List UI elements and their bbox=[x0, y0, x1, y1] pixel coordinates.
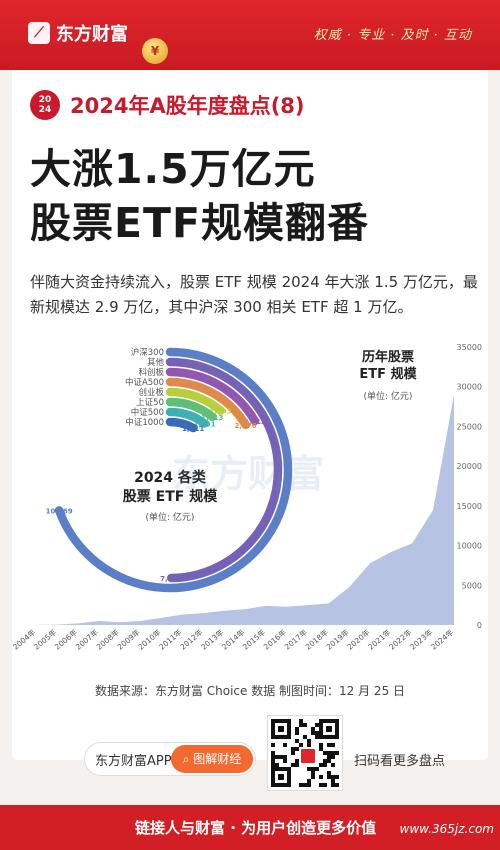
radial-category-label: 其他 bbox=[147, 357, 165, 368]
header-banner: ⟋ 东方财富 权威 · 专业 · 及时 · 互动 ¥ bbox=[0, 0, 500, 70]
radial-category-label: 沪深300 bbox=[131, 347, 164, 358]
qr-finder-mark bbox=[271, 767, 291, 787]
y-tick-label: 20000 bbox=[457, 462, 482, 471]
radial-value-label: 1,613 bbox=[201, 414, 223, 422]
radial-bar bbox=[165, 357, 283, 583]
brand-name: 东方财富 bbox=[56, 24, 128, 45]
search-icon: ⌕ bbox=[182, 752, 194, 766]
radial-chart-title: 2024 各类股票 ETF 规模 bbox=[123, 469, 218, 505]
area-chart-unit: (单位: 亿元) bbox=[364, 390, 413, 402]
chart-svg: 350003000025000200001500010000500002004年… bbox=[10, 343, 482, 652]
qr-logo-icon bbox=[299, 747, 317, 765]
qr-finder-mark bbox=[271, 719, 291, 739]
app-name: 东方财富APP bbox=[95, 753, 172, 769]
headline: 大涨1.5万亿元 股票ETF规模翻番 bbox=[30, 142, 369, 250]
y-tick-label: 10000 bbox=[457, 542, 482, 551]
radial-bar bbox=[165, 387, 225, 415]
radial-bar bbox=[165, 377, 250, 430]
y-tick-label: 15000 bbox=[457, 502, 482, 511]
brand-mark-icon: ⟋ bbox=[28, 22, 50, 44]
radial-value-label: 1,211 bbox=[182, 425, 204, 433]
area-series bbox=[36, 394, 454, 625]
y-tick-label: 0 bbox=[477, 621, 482, 630]
radial-bar-chart: 沪深300 10,469 其他 7,510 科创板 2,512 中证A500 2,476 创业板… bbox=[46, 347, 293, 593]
radial-category-label: 上证50 bbox=[136, 398, 164, 408]
radial-category-label: 中证A500 bbox=[125, 377, 164, 388]
radial-bar bbox=[165, 417, 198, 433]
watermark: 东方财富 bbox=[172, 452, 325, 496]
radial-category-label: 创业板 bbox=[138, 387, 164, 398]
y-tick-label: 30000 bbox=[457, 383, 482, 392]
radial-bar bbox=[165, 407, 209, 428]
qr-code[interactable] bbox=[268, 716, 342, 790]
brand-logo: ⟋ 东方财富 bbox=[28, 20, 128, 46]
graphic-finance-label: 图解财经 bbox=[193, 752, 242, 766]
slogan: 权威 · 专业 · 及时 · 互动 bbox=[313, 28, 472, 43]
radial-bar bbox=[165, 397, 217, 422]
radial-category-label: 中证1000 bbox=[125, 417, 164, 428]
graphic-finance-button[interactable]: ⌕ 图解财经 bbox=[171, 745, 253, 773]
year-badge-top: 20 bbox=[38, 95, 52, 105]
y-tick-label: 5000 bbox=[462, 581, 482, 590]
qr-finder-mark bbox=[319, 719, 339, 739]
radial-value-label: 2,476 bbox=[234, 422, 256, 430]
headline-line-2: 股票ETF规模翻番 bbox=[30, 199, 369, 247]
y-tick-label: 25000 bbox=[457, 422, 482, 431]
radial-bar bbox=[165, 367, 260, 426]
site-watermark: www.365jz.com bbox=[399, 822, 494, 836]
radial-value-label: 1,531 bbox=[193, 420, 215, 428]
radial-chart-unit: (单位: 亿元) bbox=[146, 511, 195, 523]
footer-banner: 链接人与财富 · 为用户创造更多价值 bbox=[0, 805, 500, 850]
scan-hint: 扫码看更多盘点 bbox=[354, 754, 446, 769]
intro-text: 伴随大资金持续流入，股票 ETF 规模 2024 年大涨 1.5 万亿元，最新规… bbox=[30, 273, 478, 316]
area-chart-title: 历年股票 ETF 规模 bbox=[359, 349, 417, 382]
year-badge: 20 24 bbox=[30, 90, 60, 120]
app-promo[interactable]: 东方财富APP ⌕ 图解财经 bbox=[84, 742, 256, 776]
radial-category-label: 科创板 bbox=[138, 367, 164, 378]
source-note: 数据来源：东方财富 Choice 数据 制图时间：12 月 25 日 bbox=[94, 684, 406, 698]
radial-value-label: 10,469 bbox=[46, 507, 73, 515]
year-badge-bottom: 24 bbox=[38, 105, 52, 115]
radial-value-label: 7,510 bbox=[160, 575, 182, 583]
radial-category-label: 中证500 bbox=[131, 407, 164, 418]
radial-bar bbox=[54, 347, 293, 593]
y-tick-label: 35000 bbox=[457, 343, 482, 352]
radial-value-label: 1,693 bbox=[210, 408, 232, 416]
chart-area: 35000 30000 25000 20000 15000 10000 5000 0 2004年… bbox=[10, 335, 488, 679]
headline-line-1: 大涨1.5万亿元 bbox=[30, 145, 316, 193]
series-title: 2024年A股年度盘点(8) bbox=[70, 94, 305, 118]
radial-value-label: 2,512 bbox=[244, 418, 266, 426]
coin-icon: ¥ bbox=[142, 38, 168, 64]
x-tick-label: 2024年 bbox=[428, 627, 455, 652]
